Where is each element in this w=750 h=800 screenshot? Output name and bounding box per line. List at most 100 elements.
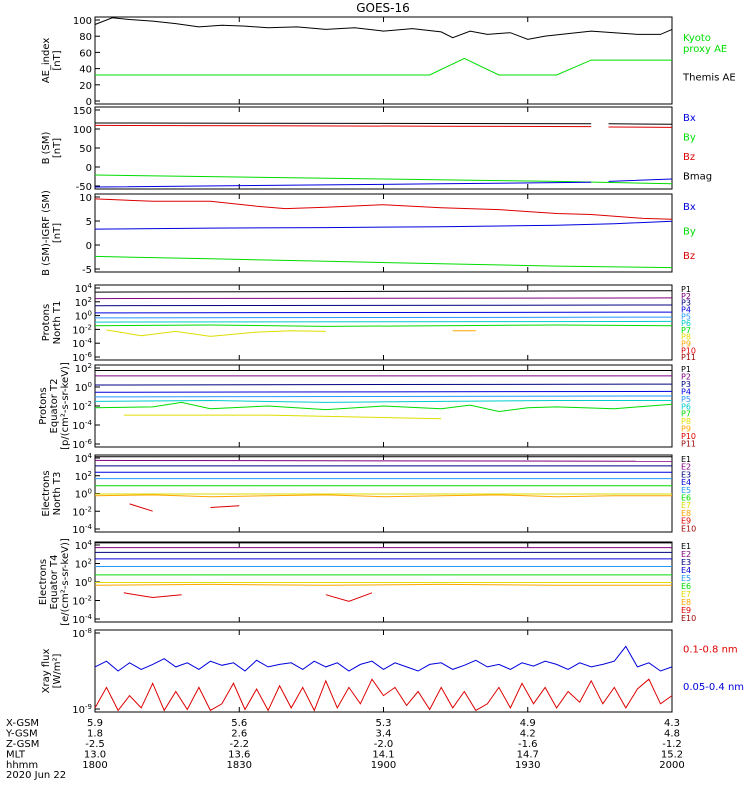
series-bmag	[94, 122, 673, 125]
y-axis-label: ElectronsEquator T4[e/(cm²-s-sr-keV)]	[38, 538, 71, 626]
legend-e6: E6	[681, 582, 691, 591]
series-p4	[94, 390, 673, 393]
legend-e1: E1	[681, 542, 691, 551]
footer-row-label: hhmm	[6, 760, 38, 771]
y-tick-label: 20	[79, 81, 92, 92]
y-tick-label: 102	[75, 362, 92, 375]
footer-value: 5.9	[87, 718, 103, 729]
y-tick-label: 10-6	[72, 351, 92, 364]
legend-p3: P3	[681, 299, 691, 308]
series-e9	[129, 503, 153, 512]
footer-value: -2.5	[85, 739, 105, 750]
y-tick-label: 10-4	[72, 337, 92, 350]
y-axis-label: B (SM)-IGRF (SM)[nT]	[41, 190, 63, 276]
footer-value: 4.9	[520, 718, 536, 729]
y-tick-label: 104	[75, 539, 93, 552]
footer-value: -1.2	[662, 739, 682, 750]
legend-p1: P1	[681, 285, 691, 294]
legend-e1: E1	[681, 455, 691, 464]
y-tick-label: 10-4	[72, 419, 92, 432]
footer-value: 4.8	[664, 729, 680, 740]
date-label: 2020 Jun 22	[6, 770, 66, 781]
y-axis-label: Xray flux[W/m²]	[41, 649, 63, 694]
series-p8	[123, 414, 442, 420]
footer-value: -1.6	[518, 739, 538, 750]
panel-frame	[94, 16, 673, 105]
series-e9	[123, 592, 182, 599]
y-tick-label: 10-4	[72, 613, 92, 626]
chart-title: GOES-16	[356, 1, 410, 15]
y-tick-label: 102	[75, 558, 92, 571]
series-p4	[94, 311, 673, 314]
series-p5	[94, 395, 673, 398]
y-tick-label: 100	[75, 381, 92, 394]
series-p6	[94, 320, 673, 323]
y-axis-label: AE_index[nT]	[41, 38, 63, 84]
footer-row-label: X-GSM	[6, 718, 39, 729]
y-tick-label: 100	[75, 310, 92, 323]
y-tick-label: 102	[75, 296, 92, 309]
legend-e3: E3	[681, 558, 691, 567]
y-tick-label: 0	[86, 163, 92, 174]
y-axis-label: ProtonsEquator T2[p/(cm²-s-sr-keV)]	[38, 362, 71, 450]
legend-p10: P10	[681, 432, 696, 441]
footer-value: 14.7	[517, 750, 539, 761]
legend-p3: P3	[681, 380, 691, 389]
legend-e3: E3	[681, 470, 691, 479]
legend-p9: P9	[681, 425, 691, 434]
legend-e2: E2	[681, 463, 691, 472]
legend-e10: E10	[681, 524, 696, 533]
legend-p11: P11	[681, 353, 696, 362]
series-p6	[94, 399, 672, 403]
footer-row-label: MLT	[6, 750, 26, 761]
legend-e2: E2	[681, 550, 691, 559]
legend-p5: P5	[681, 312, 691, 321]
panel-8: 10-8 10-9 Xray flux[W/m²] 0.1-0.8 nm 0.05-0.…	[41, 627, 744, 716]
legend-p8: P8	[681, 417, 691, 426]
series-bx	[94, 178, 673, 188]
legend-p11: P11	[681, 440, 696, 449]
legend-p4: P4	[681, 305, 691, 314]
legend-p1: P1	[681, 365, 691, 374]
y-tick-label: 150	[73, 106, 92, 117]
y-tick-label: 10-9	[72, 703, 92, 716]
legend-bz: Bz	[683, 251, 695, 262]
legend-e4: E4	[681, 566, 691, 575]
legend-e7: E7	[681, 501, 691, 510]
footer-value: 1830	[227, 760, 252, 771]
footer-row-label: Z-GSM	[6, 739, 39, 750]
series-p3	[94, 304, 673, 307]
legend-p7: P7	[681, 326, 691, 335]
y-tick-label: 10-2	[72, 505, 92, 518]
legend-e5: E5	[681, 486, 691, 495]
legend-bmag: Bmag	[683, 171, 712, 182]
y-tick-label: 40	[79, 65, 92, 76]
legend-e4: E4	[681, 478, 691, 487]
footer-value: 5.3	[376, 718, 392, 729]
y-tick-label: -5	[82, 265, 92, 276]
legend-by: By	[683, 132, 696, 143]
legend-p2: P2	[681, 292, 691, 301]
footer-value: 1800	[82, 760, 107, 771]
legend-kyoto-proxy-ae: Kyoto proxy AE	[683, 33, 727, 55]
legend-p6: P6	[681, 319, 691, 328]
series-bx	[94, 220, 673, 230]
footer-value: -2.2	[229, 739, 249, 750]
y-tick-label: -50	[76, 182, 92, 193]
legend-p6: P6	[681, 402, 691, 411]
legend-p10: P10	[681, 346, 696, 355]
series-e8	[94, 494, 672, 498]
y-tick-label: 10-2	[72, 323, 92, 336]
y-tick-label: 10-4	[72, 523, 92, 536]
y-tick-label: 100	[75, 488, 92, 501]
series-themis-ae	[94, 17, 673, 40]
panel-frame	[94, 284, 673, 361]
legend-bz: Bz	[683, 152, 695, 163]
footer-value: 2.6	[231, 729, 247, 740]
y-tick-label: 10-2	[72, 595, 92, 608]
y-tick-label: 10-2	[72, 400, 92, 413]
y-tick-label: 10-6	[72, 438, 92, 451]
